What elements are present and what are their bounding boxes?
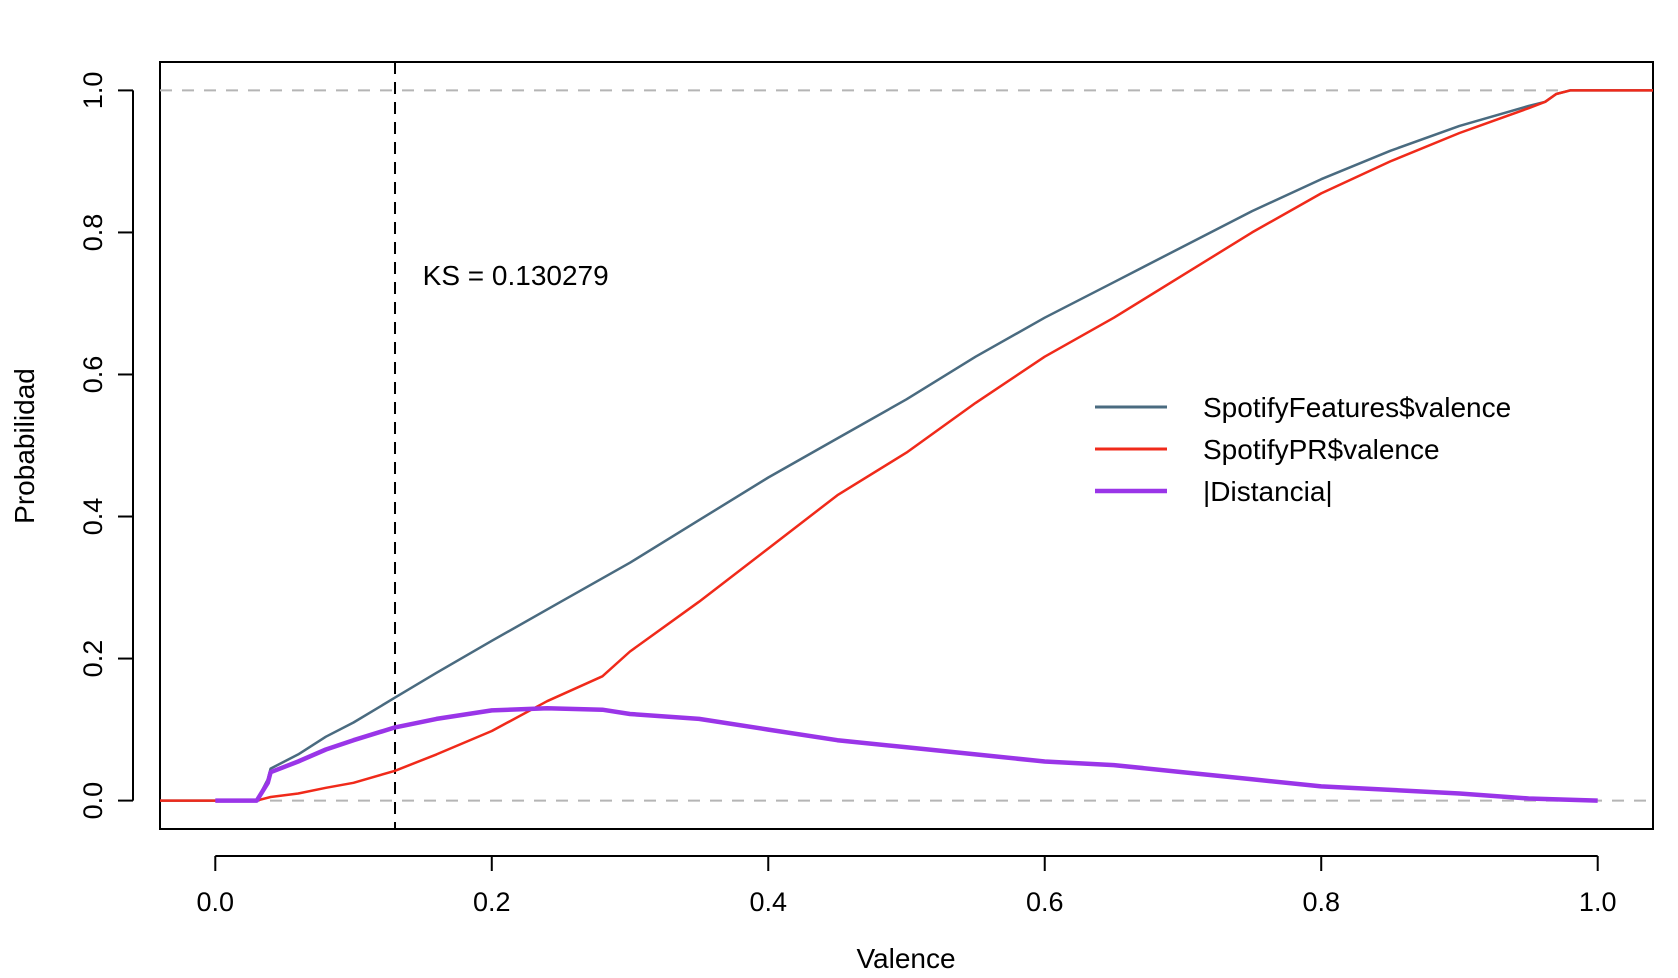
y-tick-label: 0.8	[78, 214, 108, 252]
y-axis: 0.0 0.2 0.4 0.6 0.8 1.0	[78, 72, 134, 820]
legend-label-2: |Distancia|	[1203, 476, 1333, 507]
legend: SpotifyFeatures$valence SpotifyPR$valence…	[1095, 392, 1511, 507]
x-tick-label: 0.0	[197, 887, 235, 917]
series-line-2	[215, 706, 1598, 803]
ks-annotation: KS = 0.130279	[423, 260, 609, 291]
y-tick-label: 0.4	[78, 498, 108, 536]
legend-label-1: SpotifyPR$valence	[1203, 434, 1440, 465]
y-tick-label: 0.2	[78, 640, 108, 678]
series-line-0	[160, 89, 1653, 802]
legend-label-0: SpotifyFeatures$valence	[1203, 392, 1511, 423]
plot-frame	[159, 61, 1654, 830]
x-tick-label: 0.2	[473, 887, 511, 917]
series-line-1	[160, 89, 1653, 802]
x-tick-label: 0.8	[1302, 887, 1340, 917]
y-tick-label: 1.0	[78, 72, 108, 110]
x-tick-label: 0.6	[1026, 887, 1064, 917]
y-axis-title: Probabilidad	[9, 368, 40, 524]
y-tick-label: 0.0	[78, 782, 108, 820]
reference-lines	[160, 62, 1653, 829]
y-tick-label: 0.6	[78, 356, 108, 394]
series-layer	[160, 89, 1653, 803]
x-axis: 0.0 0.2 0.4 0.6 0.8 1.0	[197, 855, 1617, 917]
x-axis-title: Valence	[856, 943, 955, 974]
x-tick-label: 1.0	[1579, 887, 1617, 917]
x-tick-label: 0.4	[749, 887, 787, 917]
